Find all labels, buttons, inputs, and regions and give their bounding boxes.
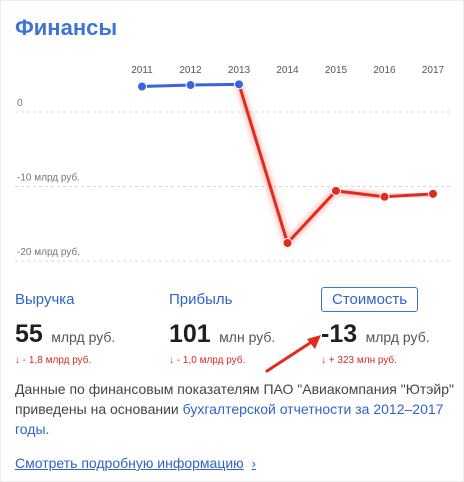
metric-unit: млрд руб. [51, 329, 116, 345]
series-segment [334, 189, 386, 199]
series-segment [383, 192, 435, 199]
y-tick-label: 0 [17, 98, 23, 109]
data-point [428, 188, 438, 199]
tab-value[interactable]: Стоимость [321, 287, 419, 312]
x-tick-label: 2013 [228, 65, 251, 76]
y-tick-label: -10 млрд руб. [17, 172, 80, 184]
x-tick-label: 2017 [422, 65, 445, 76]
data-point [379, 191, 390, 202]
description: Данные по финансовым показателям ПАО "Ав… [15, 379, 455, 439]
data-point [137, 81, 147, 92]
metric-number: 55 [15, 320, 43, 348]
x-tick-label: 2012 [179, 65, 202, 76]
metric-number: -13 [321, 320, 358, 348]
chevron-right-icon: › [251, 456, 257, 471]
metric-profit: Прибыль 101 млн руб. ↓ - 1,0 млрд руб. [169, 287, 275, 366]
report-link[interactable]: бухгалтерской отчетности за 2012–2017 го… [15, 401, 444, 437]
metric-unit: млрд руб. [365, 329, 430, 345]
metric-delta: ↓ - 1,8 млрд руб. [15, 355, 92, 366]
data-point [331, 185, 341, 196]
annotation-arrow-icon [265, 335, 321, 373]
x-tick-label: 2015 [325, 65, 348, 76]
series-segment [237, 82, 289, 245]
metric-value-company: Стоимость -13 млрд руб. ↓ + 323 млн руб. [321, 287, 430, 366]
metric-unit: млн руб. [219, 329, 276, 345]
tab-profit[interactable]: Прибыль [169, 291, 233, 308]
metric-number: 101 [169, 320, 211, 348]
more-info-label: Смотреть подробную информацию [15, 455, 244, 471]
metric-value: 55 млрд руб. [15, 320, 115, 349]
data-point [185, 80, 196, 91]
description-text: Данные по финансовым показателям ПАО "Ав… [15, 381, 454, 417]
metric-delta: ↓ + 323 млн руб. [321, 355, 397, 366]
metric-value: -13 млрд руб. [321, 320, 430, 349]
data-point [282, 238, 293, 248]
series-segment [189, 82, 241, 87]
series-segment [140, 83, 192, 89]
y-tick-label: -20 млрд руб. [17, 246, 80, 258]
x-tick-label: 2014 [276, 65, 299, 76]
metric-delta: ↓ - 1,0 млрд руб. [169, 355, 246, 366]
metric-value: 101 млн руб. [169, 320, 275, 349]
finance-chart: 0 -10 млрд руб. -20 млрд руб. 2011 2012 2013 2… [15, 65, 451, 262]
x-tick-label: 2016 [373, 65, 396, 76]
tab-revenue[interactable]: Выручка [15, 291, 75, 308]
data-point [234, 79, 244, 90]
card-title: Финансы [15, 15, 118, 40]
series-segment [286, 189, 338, 245]
description-end: . [45, 421, 50, 437]
more-info-link[interactable]: Смотреть подробную информацию › [15, 455, 256, 471]
x-tick-label: 2011 [131, 65, 153, 76]
metric-revenue: Выручка 55 млрд руб. ↓ - 1,8 млрд руб. [15, 287, 115, 366]
